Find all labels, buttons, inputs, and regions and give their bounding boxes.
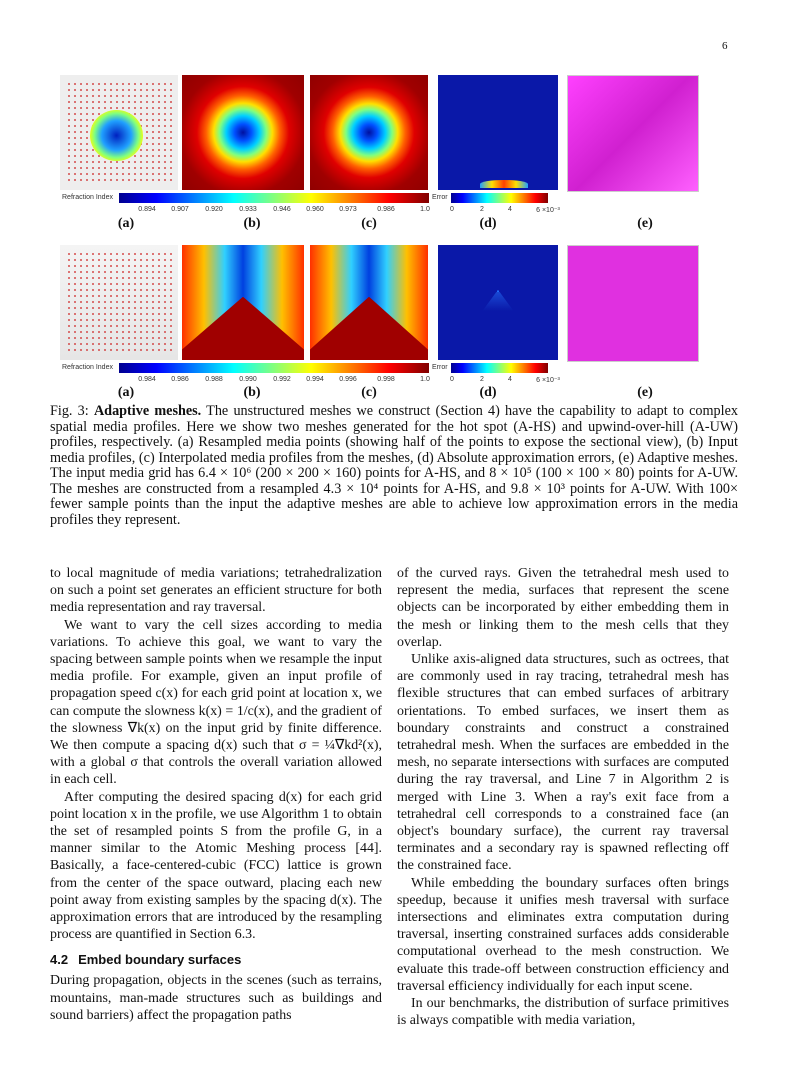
interpolated-profile-image-hs xyxy=(310,75,428,190)
refraction-colorbar xyxy=(119,363,429,373)
paragraph: of the curved rays. Given the tetrahedra… xyxy=(397,566,729,650)
paragraph: Unlike axis-aligned data structures, suc… xyxy=(397,652,729,874)
subfig-label: (b) xyxy=(243,216,261,231)
subfig-label: (e) xyxy=(637,216,653,231)
adaptive-mesh-image-hs xyxy=(567,75,699,192)
tick: 0.986 xyxy=(171,376,189,383)
tick: 0 xyxy=(450,376,454,383)
subfig-label: (c) xyxy=(361,216,377,231)
subfig-label: (c) xyxy=(361,385,377,400)
resampled-points-image-uw xyxy=(60,245,178,360)
tick: 0.990 xyxy=(239,376,257,383)
tick: 4 xyxy=(508,206,512,213)
tick: 1.0 xyxy=(420,376,430,383)
paragraph: After computing the desired spacing d(x)… xyxy=(50,789,382,943)
paragraph: In our benchmarks, the distribution of s… xyxy=(397,996,729,1029)
tick: 0.894 xyxy=(138,206,156,213)
tick: 0.992 xyxy=(273,376,291,383)
tick: 2 xyxy=(480,376,484,383)
tick: 0.946 xyxy=(273,206,291,213)
paragraph: While embedding the boundary surfaces of… xyxy=(397,875,729,994)
subfig-label: (b) xyxy=(243,385,261,400)
paragraph: We want to vary the cell sizes according… xyxy=(50,617,382,788)
tick: 0.960 xyxy=(306,206,324,213)
section-number: 4.2 xyxy=(50,952,69,968)
right-column: of the curved rays. Given the tetrahedra… xyxy=(397,565,729,1029)
caption-prefix: Fig. 3: xyxy=(50,403,94,419)
error-colorbar xyxy=(451,193,548,203)
tick: 0.996 xyxy=(339,376,357,383)
colorbar-label: Refraction Index xyxy=(62,364,113,371)
tick: 0.907 xyxy=(171,206,189,213)
subfig-label: (a) xyxy=(117,385,135,400)
subfig-label: (d) xyxy=(479,385,497,400)
subfig-label: (a) xyxy=(117,216,135,231)
tick: 0.984 xyxy=(138,376,156,383)
adaptive-mesh-image-uw xyxy=(567,245,699,362)
tick: 2 xyxy=(480,206,484,213)
tick: 6 ×10⁻³ xyxy=(536,377,560,384)
error-label: Error xyxy=(432,364,448,371)
resampled-points-image-hs xyxy=(60,75,178,190)
input-media-profile-image-uw xyxy=(182,245,304,360)
error-image-uw xyxy=(438,245,558,360)
interpolated-profile-image-uw xyxy=(310,245,428,360)
input-media-profile-image-hs xyxy=(182,75,304,190)
error-colorbar xyxy=(451,363,548,373)
paragraph: to local magnitude of media variations; … xyxy=(50,566,382,616)
section-heading: 4.2 Embed boundary surfaces xyxy=(50,951,382,968)
caption-text: The unstructured meshes we construct (Se… xyxy=(50,403,738,528)
tick: 0.994 xyxy=(306,376,324,383)
tick: 0.986 xyxy=(377,206,395,213)
subfig-label: (d) xyxy=(479,216,497,231)
left-column: to local magnitude of media variations; … xyxy=(50,565,382,1024)
tick: 0.933 xyxy=(239,206,257,213)
tick: 0.988 xyxy=(205,376,223,383)
tick: 1.0 xyxy=(420,206,430,213)
figure-caption: Fig. 3: Adaptive meshes. The unstructure… xyxy=(50,403,738,528)
tick: 0 xyxy=(450,206,454,213)
subfig-label: (e) xyxy=(637,385,653,400)
tick: 6 ×10⁻³ xyxy=(536,207,560,214)
section-title: Embed boundary surfaces xyxy=(78,952,242,968)
error-image-hs xyxy=(438,75,558,190)
paragraph: During propagation, objects in the scene… xyxy=(50,973,382,1023)
refraction-colorbar xyxy=(119,193,429,203)
error-label: Error xyxy=(432,194,448,201)
colorbar-label: Refraction Index xyxy=(62,194,113,201)
caption-title: Adaptive meshes. xyxy=(93,403,202,419)
page-number: 6 xyxy=(722,40,728,52)
tick: 0.973 xyxy=(339,206,357,213)
tick: 4 xyxy=(508,376,512,383)
tick: 0.920 xyxy=(205,206,223,213)
tick: 0.998 xyxy=(377,376,395,383)
